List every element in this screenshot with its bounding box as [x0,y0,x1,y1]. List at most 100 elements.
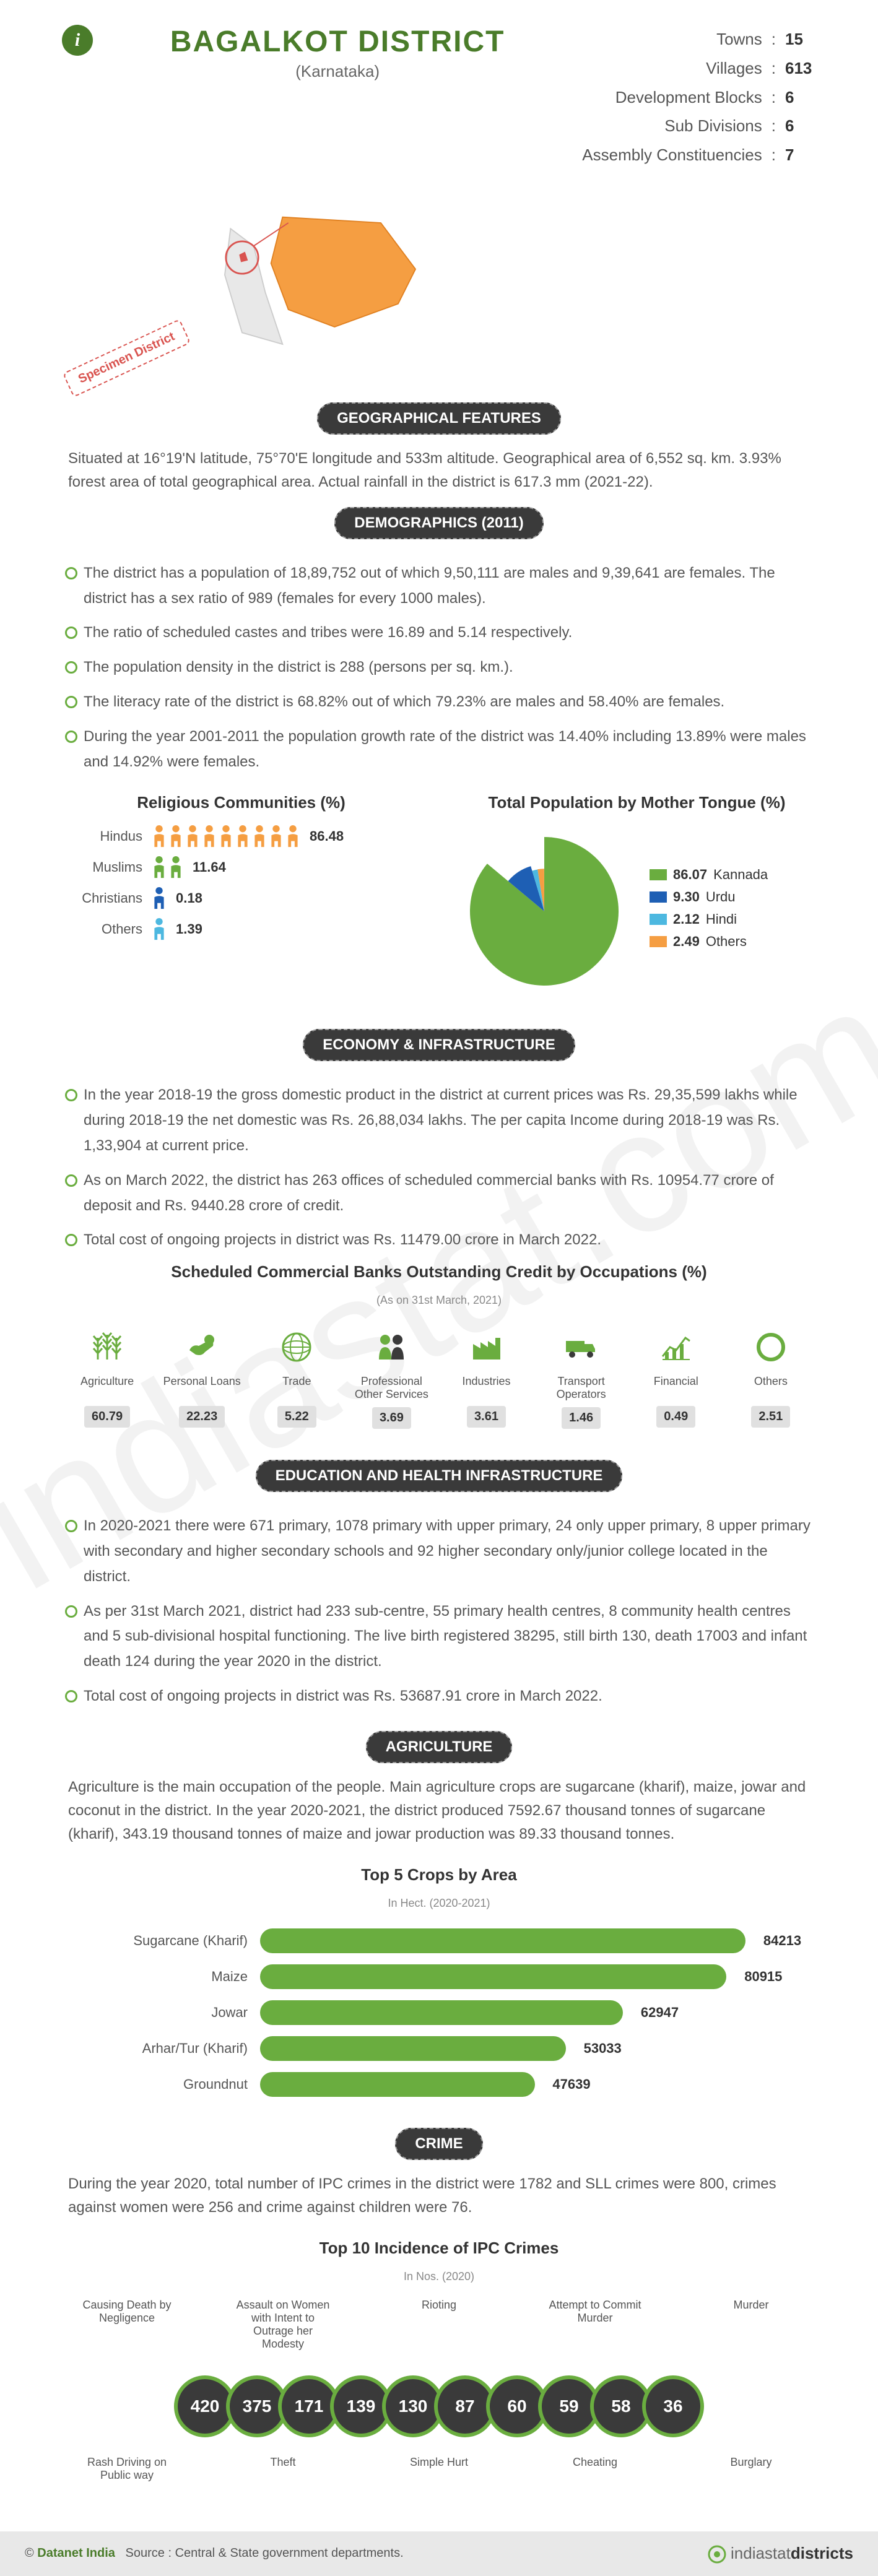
stat-label: Assembly Constituencies [582,141,762,170]
credit-label: Trade [251,1375,342,1400]
crime-labels-bot: Rash Driving on Public way Theft Simple Hu… [62,2456,816,2482]
demo-header: DEMOGRAPHICS (2011) [334,507,543,539]
stat-colon: : [772,141,776,170]
legend-value: 2.12 [673,911,700,927]
religion-value: 1.39 [176,921,202,937]
credit-value: 22.23 [179,1406,225,1428]
crime-label: Theft [231,2456,335,2482]
credit-title: Scheduled Commercial Banks Outstanding C… [62,1262,816,1281]
credit-item: Financial0.49 [631,1325,721,1429]
legend-label: Others [706,934,747,950]
stat-row: Development Blocks:6 [582,83,816,112]
people-icon [346,1325,437,1369]
person-icon [152,856,167,879]
bullet-item: During the year 2001-2011 the population… [62,724,816,775]
crime-label: Murder [699,2299,803,2351]
hbar-track: 62947 [260,2000,779,2025]
crime-label: Rash Driving on Public way [75,2456,179,2482]
crop-value: 53033 [584,2040,622,2057]
crime-header: CRIME [395,2128,482,2160]
crime-label: Simple Hurt [387,2456,491,2482]
hbar-row: Sugarcane (Kharif)84213 [99,1928,779,1953]
bullet-item: In 2020-2021 there were 671 primary, 107… [62,1514,816,1589]
circle-icon [726,1325,816,1369]
stat-label: Towns [716,25,762,54]
person-icon [235,825,250,848]
agri-header: AGRICULTURE [366,1731,513,1763]
stat-colon: : [772,83,776,112]
person-icon [152,917,167,941]
person-icon [152,887,167,910]
credit-value: 3.61 [467,1406,506,1428]
person-icon [202,825,217,848]
hbar-fill: 53033 [260,2036,566,2061]
crime-chart-sub: In Nos. (2020) [62,2270,816,2283]
people-icons [152,825,300,848]
crime-label: Causing Death by Negligence [75,2299,179,2351]
bullet-item: The ratio of scheduled castes and tribes… [62,620,816,646]
credit-chart: Agriculture60.79Personal Loans22.23Trade… [62,1325,816,1429]
person-icon [152,825,167,848]
edu-bullets: In 2020-2021 there were 671 primary, 107… [62,1514,816,1709]
stat-row: Assembly Constituencies:7 [582,141,816,170]
hbar-track: 84213 [260,1928,779,1953]
legend-value: 86.07 [673,867,707,883]
stat-colon: : [772,111,776,141]
religion-chart: Hindus 86.48 Muslims11.64 Christians0.18 Oth… [62,825,420,941]
footer-logo: indiastatdistricts [708,2544,853,2564]
stat-label: Villages [706,54,762,83]
credit-label: Professional Other Services [346,1375,437,1401]
stat-colon: : [772,25,776,54]
crime-label: Attempt to Commit Murder [543,2299,647,2351]
stat-value: 15 [785,25,816,54]
footer: © Datanet India Source : Central & State… [0,2531,878,2576]
hbar-fill: 47639 [260,2072,535,2097]
source-text: Source : Central & State government depa… [126,2546,404,2560]
credit-label: Agriculture [62,1375,152,1400]
legend-swatch [650,936,667,947]
stat-label: Development Blocks [615,83,762,112]
crops-sub: In Hect. (2020-2021) [62,1897,816,1910]
crime-chart-title: Top 10 Incidence of IPC Crimes [62,2239,816,2258]
legend-value: 2.49 [673,934,700,950]
logo-icon [708,2545,726,2564]
crime-text: During the year 2020, total number of IP… [62,2172,816,2220]
crop-value: 84213 [763,1933,801,1949]
crops-chart: Sugarcane (Kharif)84213Maize80915Jowar62… [99,1928,779,2097]
credit-label: Others [726,1375,816,1400]
religion-row: Others1.39 [62,917,420,941]
stat-row: Sub Divisions:6 [582,111,816,141]
credit-value: 5.22 [277,1406,316,1428]
bullet-item: The literacy rate of the district is 68.… [62,690,816,715]
stat-value: 6 [785,83,816,112]
legend-row: 9.30Urdu [650,889,768,905]
religion-row: Muslims11.64 [62,856,420,879]
credit-value: 0.49 [656,1406,695,1428]
crop-label: Jowar [99,2005,260,2021]
bullet-item: Total cost of ongoing projects in distri… [62,1684,816,1709]
geo-text: Situated at 16°19'N latitude, 75°70'E lo… [62,447,816,495]
crime-circle: 36 [642,2375,704,2437]
religion-value: 86.48 [310,828,344,844]
stat-label: Sub Divisions [664,111,762,141]
credit-value: 2.51 [751,1406,790,1428]
legend-label: Urdu [706,889,736,905]
religion-label: Hindus [62,828,142,844]
stat-row: Towns:15 [582,25,816,54]
tongue-title: Total Population by Mother Tongue (%) [458,793,816,812]
person-icon [285,825,300,848]
footer-source: © Datanet India Source : Central & State… [25,2546,404,2561]
religion-row: Christians0.18 [62,887,420,910]
crime-label: Cheating [543,2456,647,2482]
credit-sub: (As on 31st March, 2021) [62,1294,816,1307]
bullet-item: As on March 2022, the district has 263 o… [62,1168,816,1219]
stat-value: 7 [785,141,816,170]
bullet-item: The district has a population of 18,89,7… [62,561,816,612]
info-icon: i [62,25,93,56]
agri-text: Agriculture is the main occupation of th… [62,1776,816,1847]
legend-row: 86.07Kannada [650,867,768,883]
credit-label: Personal Loans [157,1375,247,1400]
logo-pre: indiastat [731,2544,791,2562]
pie-wrap: 86.07Kannada9.30Urdu2.12Hindi2.49Others [458,825,816,998]
bullet-item: Total cost of ongoing projects in distri… [62,1228,816,1253]
